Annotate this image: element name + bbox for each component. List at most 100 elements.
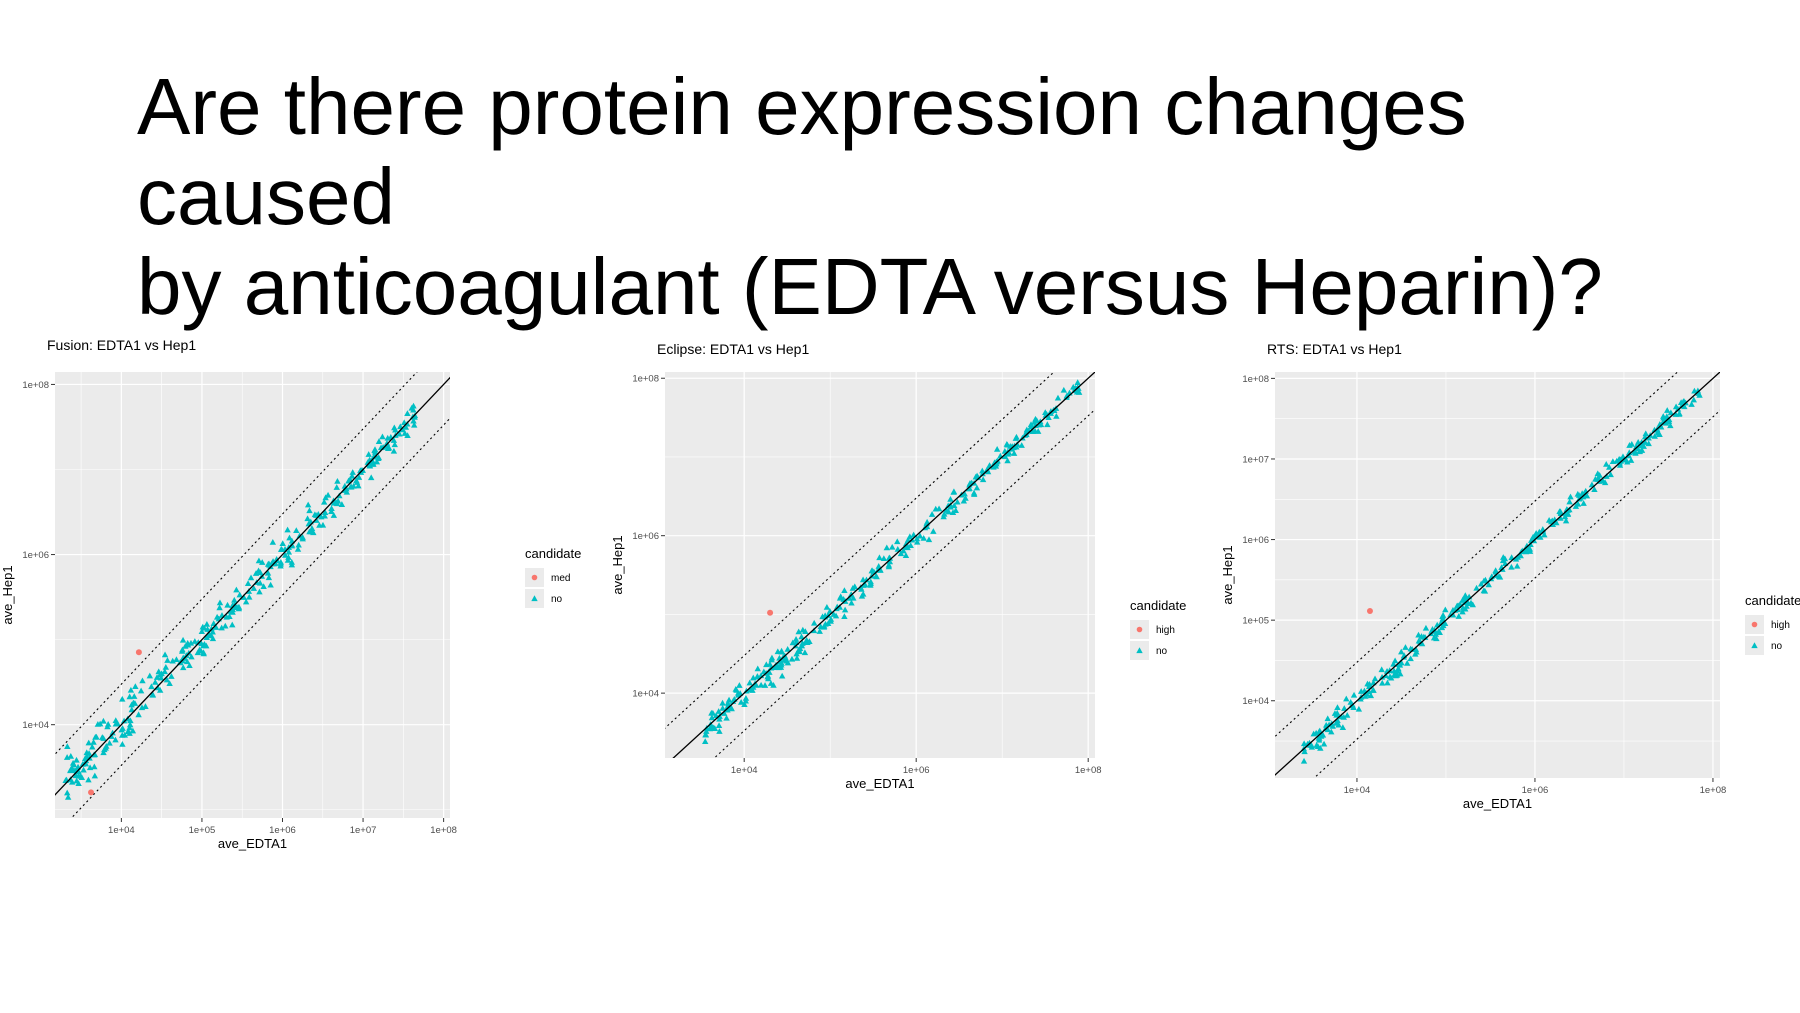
point-no [119,695,126,702]
point-no [293,527,300,533]
slide-title-line-1: Are there protein expression changes cau… [137,62,1467,241]
point-no [894,538,901,545]
point-no [166,680,173,687]
point-no [128,706,135,713]
point-no [277,562,284,569]
point-no [256,579,264,586]
point-no [119,731,126,738]
x-tick-label: 1e+04 [731,765,758,776]
point-no [706,725,714,732]
point-no [1462,592,1469,599]
identity-line [1275,372,1720,776]
point-no [96,720,104,727]
point-no [319,521,327,528]
point-no [913,535,921,542]
point-no [757,681,765,688]
point-no [1496,573,1504,580]
legend-label: med [551,573,570,584]
point-no [795,628,802,635]
point-no [1508,563,1515,570]
point-no [858,586,865,592]
point-no [719,704,726,711]
point-no [82,757,90,764]
point-no [255,567,262,574]
point-no [735,691,742,698]
point-no [1473,584,1480,591]
point-no [1566,498,1573,505]
point-no [966,485,973,491]
chart-title: Eclipse: EDTA1 vs Hep1 [657,341,809,357]
point-no [247,574,255,581]
point-no [1300,757,1308,764]
point-no [1553,519,1560,526]
point-no [974,474,982,481]
point-no [897,550,905,557]
point-no [1366,680,1373,687]
point-no [1463,603,1470,609]
point-no [288,558,295,565]
data-points [1300,387,1703,764]
point-no [64,794,72,800]
point-no [770,681,777,688]
point-no [260,583,267,590]
point-no [68,765,76,771]
point-no [793,655,801,661]
point-no [328,505,335,511]
point-no [837,593,844,600]
point-no [954,498,961,505]
point-no [778,660,785,666]
point-no [67,752,75,759]
point-no [396,430,403,437]
legend-symbol-triangle [1136,647,1143,654]
point-no [1606,463,1613,470]
point-no [200,649,207,656]
point-no [1422,624,1430,631]
point-no [973,484,981,491]
point-no [321,509,329,515]
point-no [723,704,731,711]
point-no [210,620,217,626]
point-no [902,540,910,547]
slide-title-line-2: by anticoagulant (EDTA versus Heparin)? [137,242,1603,331]
point-no [1677,399,1685,406]
point-no [379,444,387,450]
point-no [1367,692,1375,699]
point-no [216,604,223,611]
point-no [728,704,735,711]
point-no [152,678,159,685]
point-no [876,554,883,561]
point-no [201,641,208,647]
point-no [127,686,135,693]
point-no [750,683,757,690]
axes: 1e+04 1e+06 1e+08 1e+04 1e+06 1e+08 [632,374,1101,776]
point-no [104,723,111,730]
point-no [124,728,132,734]
point-no [768,654,776,661]
y-tick-label: 1e+06 [632,531,659,542]
point-no [1316,727,1323,734]
point-no [1499,557,1507,564]
point-no [1461,599,1468,606]
point-no [92,733,99,740]
point-no [1626,442,1633,448]
legend: candidate high no [1130,598,1186,660]
point-no [1407,655,1414,662]
point-no [1074,379,1081,386]
point-no [1660,414,1667,421]
point-no [1415,637,1423,644]
point-no [1054,394,1062,401]
point-no [754,665,761,672]
point-no [1384,679,1391,686]
point-no [1469,601,1476,608]
point-no [1440,622,1447,629]
point-no [126,724,133,731]
y-tick-label: 1e+08 [1242,374,1269,385]
point-no [129,727,137,734]
point-no [279,540,286,546]
point-no [137,687,145,694]
point-no [823,604,831,610]
point-no [355,482,362,489]
y-axis-label: ave_Hep1 [610,535,625,594]
point-no [788,655,796,662]
